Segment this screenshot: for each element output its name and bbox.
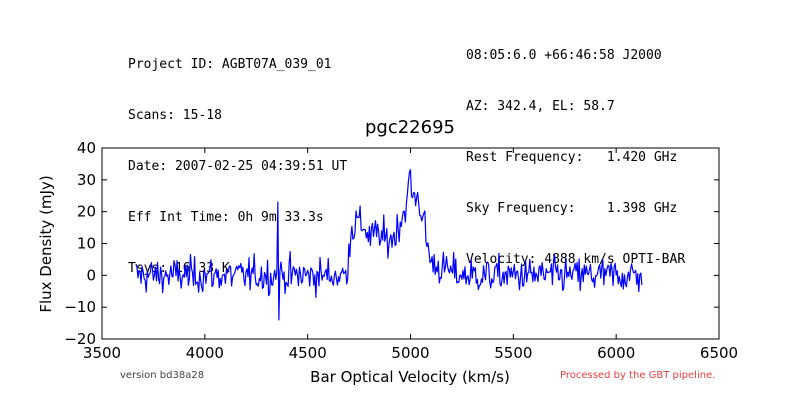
project-id-text: Project ID: AGBT07A_039_01 bbox=[128, 57, 332, 72]
velocity-text: Velocity: 4888 km/s OPTI-BAR bbox=[466, 252, 686, 267]
coordinates-text: 08:05:6.0 +66:46:58 J2000 bbox=[466, 48, 662, 63]
x-axis-label: Bar Optical Velocity (km/s) bbox=[310, 368, 510, 386]
y-tick-label: 0 bbox=[86, 266, 96, 284]
x-tick-label: 6000 bbox=[597, 344, 635, 362]
y-tick-label: 30 bbox=[77, 171, 96, 189]
scans-text: Scans: 15-18 bbox=[128, 108, 222, 123]
az-el-text: AZ: 342.4, EL: 58.7 bbox=[466, 99, 615, 114]
version-label: version bd38a28 bbox=[120, 370, 205, 381]
chart-title: pgc22695 bbox=[365, 117, 455, 138]
sky-frequency-text: Sky Frequency: 1.398 GHz bbox=[466, 201, 678, 216]
y-tick-label: −20 bbox=[64, 330, 96, 348]
observation-info-left: Project ID: AGBT07A_039_01 Scans: 15-18 … bbox=[128, 22, 347, 294]
pipeline-credit: Processed by the GBT pipeline. bbox=[560, 370, 716, 381]
y-tick-label: 20 bbox=[77, 203, 96, 221]
x-tick-label: 6500 bbox=[700, 344, 738, 362]
y-axis-label: Flux Density (mJy) bbox=[37, 175, 55, 312]
y-tick-label: 40 bbox=[77, 139, 96, 157]
y-tick-label: 10 bbox=[77, 235, 96, 253]
x-tick-label: 4500 bbox=[289, 344, 327, 362]
rest-frequency-text: Rest Frequency: 1.420 GHz bbox=[466, 150, 678, 165]
x-tick-label: 4000 bbox=[186, 344, 224, 362]
x-tick-label: 5500 bbox=[494, 344, 532, 362]
integration-time-text: Eff Int Time: 0h 9m 33.3s bbox=[128, 210, 324, 225]
y-tick-label: −10 bbox=[64, 298, 96, 316]
date-text: Date: 2007-02-25 04:39:51 UT bbox=[128, 159, 348, 174]
observation-info-right: 08:05:6.0 +66:46:58 J2000 AZ: 342.4, EL:… bbox=[466, 13, 685, 285]
spectrum-line bbox=[135, 169, 643, 321]
x-tick-label: 3500 bbox=[83, 344, 121, 362]
x-tick-label: 5000 bbox=[391, 344, 429, 362]
